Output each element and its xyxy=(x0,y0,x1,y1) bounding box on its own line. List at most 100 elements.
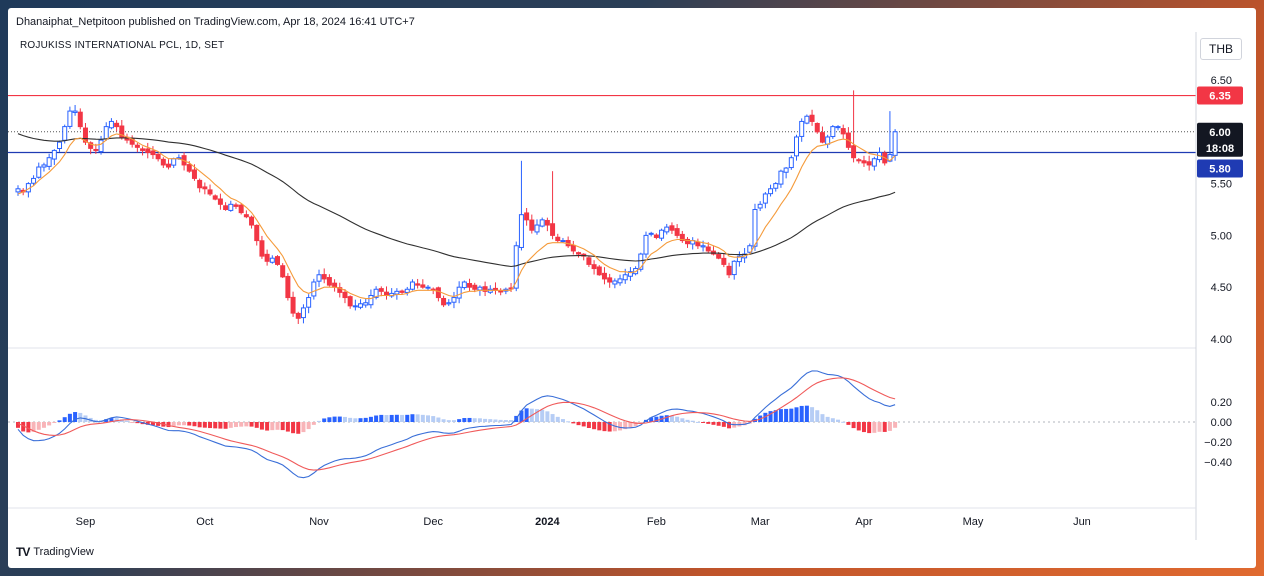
macd-histogram-bar xyxy=(680,418,685,422)
candle-body xyxy=(254,224,260,242)
candle-body xyxy=(394,290,400,295)
macd-histogram-bar xyxy=(36,422,41,430)
candle-body xyxy=(103,126,109,140)
candle-body xyxy=(51,149,57,160)
candle-body xyxy=(685,238,691,245)
macd-histogram-bar xyxy=(560,419,565,422)
macd-histogram-bar xyxy=(342,416,347,422)
macd-tick-label: −0.40 xyxy=(1204,457,1232,469)
price-chart[interactable]: 6.50 6.00 5.50 5.00 4.50 4.00 0.20 0.00 −0.20 −0.… xyxy=(8,8,1256,568)
candle-body xyxy=(601,272,607,280)
candle-body xyxy=(783,167,789,173)
macd-histogram-bar xyxy=(602,422,607,432)
macd-histogram-bar xyxy=(348,417,353,422)
candle-body xyxy=(679,233,685,242)
macd-histogram-bar xyxy=(327,417,332,422)
candle-body xyxy=(285,275,291,299)
macd-histogram-bar xyxy=(477,418,482,422)
macd-histogram-bar xyxy=(228,422,233,428)
candle-body xyxy=(77,111,83,128)
candle-body xyxy=(197,179,203,189)
candle-body xyxy=(435,287,441,299)
fast-ema-line xyxy=(17,133,896,300)
candle-body xyxy=(726,265,732,276)
macd-histogram-bar xyxy=(431,416,436,422)
tradingview-brand[interactable]: TV TradingView xyxy=(16,545,94,559)
time-tick-label: Nov xyxy=(309,516,329,528)
macd-histogram-bar xyxy=(867,422,872,434)
candle-body xyxy=(788,157,794,169)
candle-body xyxy=(415,283,421,286)
candle-body xyxy=(249,216,255,226)
candle-body xyxy=(300,307,306,319)
candle-body xyxy=(456,286,462,299)
currency-button[interactable]: THB xyxy=(1200,38,1242,60)
macd-histogram-bar xyxy=(52,422,57,423)
publisher-caption: Dhanaiphat_Netpitoon published on Tradin… xyxy=(16,16,415,28)
time-tick-label: Feb xyxy=(647,516,666,528)
countdown-label: 18:08 xyxy=(1206,143,1234,155)
macd-histogram-bar xyxy=(628,422,633,428)
candle-body xyxy=(342,291,348,299)
candle-body xyxy=(160,158,166,166)
macd-histogram-bar xyxy=(394,414,399,422)
macd-histogram-bar xyxy=(524,408,529,422)
macd-histogram-bar xyxy=(223,422,228,429)
candle-body xyxy=(892,131,898,156)
time-tick-label: Oct xyxy=(196,516,213,528)
candle-body xyxy=(171,158,177,166)
macd-histogram-bar xyxy=(285,422,290,432)
candle-body xyxy=(596,266,602,276)
candle-body xyxy=(627,271,633,277)
macd-histogram-bar xyxy=(239,422,244,427)
macd-histogram-bar xyxy=(384,414,389,422)
macd-histogram-bar xyxy=(208,422,213,429)
macd-histogram-bar xyxy=(861,422,866,433)
macd-histogram-bar xyxy=(794,407,799,422)
macd-histogram-bar xyxy=(836,419,841,422)
candle-body xyxy=(472,284,478,290)
candle-body xyxy=(518,214,524,248)
candle-body xyxy=(814,122,820,133)
macd-histogram-bar xyxy=(73,412,78,422)
macd-histogram-bar xyxy=(249,422,254,427)
candle-body xyxy=(591,264,597,270)
candle-body xyxy=(586,257,592,265)
macd-histogram-bar xyxy=(763,412,768,422)
macd-histogram-bar xyxy=(400,414,405,422)
candle-body xyxy=(399,290,405,293)
macd-histogram-bar xyxy=(784,408,789,422)
candle-body xyxy=(773,183,779,189)
macd-histogram-bar xyxy=(810,407,815,422)
candle-body xyxy=(233,204,239,207)
candle-body xyxy=(114,122,120,128)
candle-body xyxy=(311,281,317,297)
macd-histogram-bar xyxy=(825,416,830,422)
candle-body xyxy=(731,260,737,276)
macd-histogram-bar xyxy=(171,422,176,427)
candle-body xyxy=(804,115,810,124)
macd-histogram-bar xyxy=(197,422,202,428)
macd-histogram-bar xyxy=(540,409,545,422)
macd-histogram-bar xyxy=(457,419,462,422)
macd-histogram-bar xyxy=(441,419,446,422)
macd-histogram-bar xyxy=(555,416,560,422)
macd-histogram-bar xyxy=(581,422,586,427)
candle-body xyxy=(446,302,452,305)
candle-body xyxy=(202,186,208,190)
macd-histogram-bar xyxy=(426,415,431,422)
macd-histogram-bar xyxy=(856,422,861,431)
candle-body xyxy=(856,159,862,162)
candle-body xyxy=(295,312,301,319)
candle-body xyxy=(778,170,784,185)
candle-body xyxy=(607,277,613,283)
candle-body xyxy=(451,297,457,303)
candle-body xyxy=(347,296,353,307)
resistance-tag-box xyxy=(1197,86,1243,105)
macd-histogram-bar xyxy=(62,417,67,422)
time-tick-label: Jun xyxy=(1073,516,1091,528)
macd-histogram-bar xyxy=(669,415,674,422)
macd-histogram-bar xyxy=(654,416,659,422)
support-tag-box xyxy=(1197,159,1243,178)
price-tick-label: 5.50 xyxy=(1211,179,1232,191)
